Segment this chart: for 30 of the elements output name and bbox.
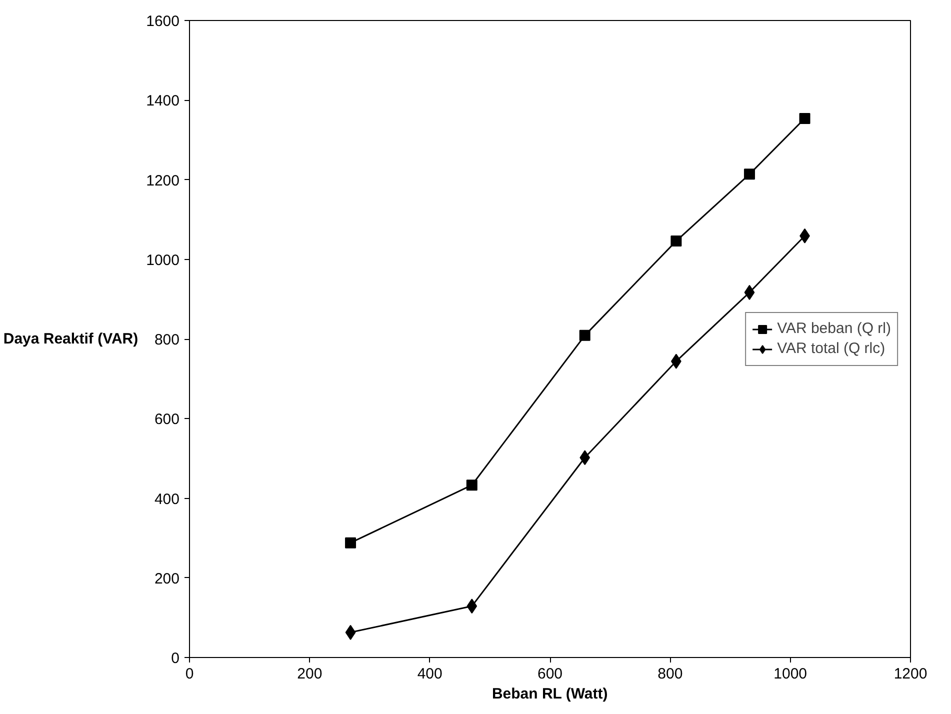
y-tick-label: 600 xyxy=(154,411,180,428)
point xyxy=(345,624,356,640)
x-tick-label: 400 xyxy=(417,666,442,682)
x-tick-label: 1000 xyxy=(774,666,808,682)
point xyxy=(345,537,356,548)
point xyxy=(579,330,590,341)
point xyxy=(466,598,478,614)
y-tick-label: 400 xyxy=(154,490,180,508)
x-tick-label: 1200 xyxy=(894,666,928,682)
y-tick-label: 1000 xyxy=(146,252,180,269)
y-tick-label: 1600 xyxy=(146,13,180,30)
legend-label: VAR total (Q rlc) xyxy=(777,340,886,357)
point xyxy=(466,480,478,491)
x-tick-label: 800 xyxy=(658,666,683,682)
y-tick-label: 800 xyxy=(154,332,180,348)
point xyxy=(744,284,755,300)
point xyxy=(670,236,682,247)
x-tick-label: 200 xyxy=(297,666,322,682)
x-axis-title: Beban RL (Watt) xyxy=(492,686,608,702)
x-tick-label: 600 xyxy=(537,666,563,682)
y-tick-label: 1200 xyxy=(146,172,180,190)
y-axis-title: Daya Reaktif (VAR) xyxy=(3,330,138,348)
y-tick-label: 0 xyxy=(171,650,180,667)
point xyxy=(580,450,590,466)
point xyxy=(799,112,810,124)
y-tick-label: 1400 xyxy=(146,92,180,110)
legend-label: VAR beban (Q rl) xyxy=(777,320,891,337)
point xyxy=(744,168,755,180)
y-tick-label: 200 xyxy=(154,570,180,588)
x-tick-label: 0 xyxy=(185,666,194,682)
